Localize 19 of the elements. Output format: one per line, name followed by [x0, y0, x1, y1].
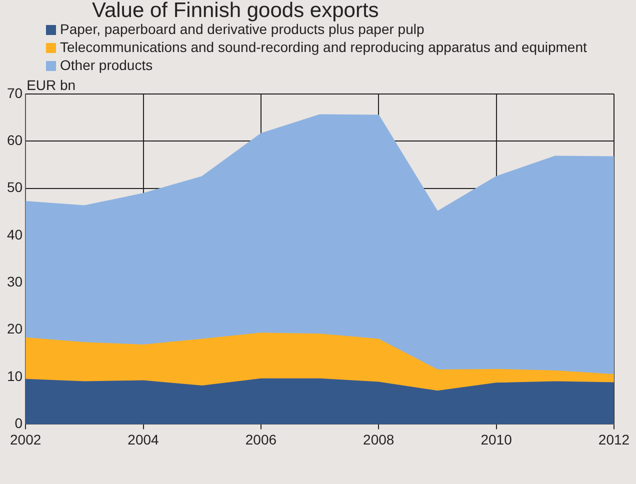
- x-tick-label: 2008: [363, 431, 394, 448]
- y-tick-label: 40: [6, 226, 23, 242]
- y-tick-label: 70: [6, 84, 23, 101]
- legend-label: Other products: [60, 57, 153, 73]
- y-tick-label: 0: [14, 415, 23, 432]
- y-tick-label: 50: [6, 179, 23, 196]
- x-tick-label: 2012: [598, 431, 630, 448]
- y-tick-label: 20: [6, 320, 23, 337]
- y-tick-label: 60: [6, 132, 23, 148]
- x-tick-label: 2004: [128, 431, 160, 448]
- chart-title: Value of Finnish goods exports: [91, 0, 380, 22]
- x-tick-label: 2002: [10, 431, 42, 448]
- legend-label: Telecommunications and sound-recording and reproducing apparatus and equipment: [60, 39, 587, 55]
- x-tick-label: 2006: [245, 431, 277, 448]
- y-axis-title: EUR bn: [26, 76, 76, 93]
- x-tick-label: 2010: [480, 431, 512, 448]
- y-tick-label: 10: [6, 368, 23, 384]
- legend-label: Paper, paperboard and derivative products plus paper pulp: [60, 21, 424, 37]
- y-tick-label: 30: [6, 274, 23, 290]
